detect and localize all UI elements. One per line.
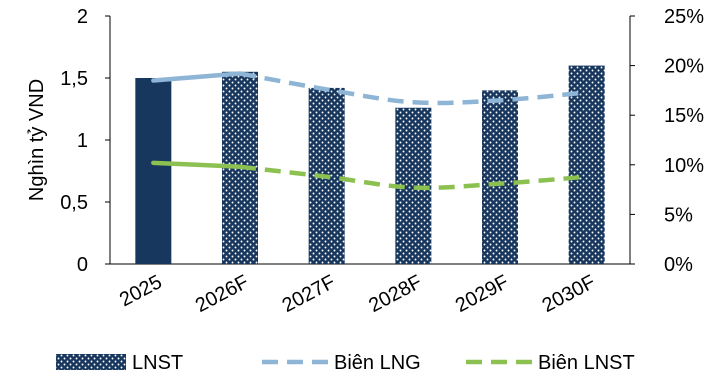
y-axis-title: Nghìn tỷ VND — [26, 79, 48, 201]
y2-tick-label: 0% — [664, 254, 693, 276]
bar-lnst-2030f — [568, 65, 605, 264]
x-tick-label: 2026F — [192, 271, 252, 317]
y-tick-label: 0 — [77, 254, 88, 276]
y2-tick-label: 15% — [664, 105, 704, 127]
legend-label-bien-lnst: Biên LNST — [538, 352, 635, 374]
y2-tick-label: 25% — [664, 6, 704, 28]
plot-area: 00,511,520%5%10%15%20%25%2025 2026F 2027F 2… — [60, 6, 704, 317]
y-tick-label: 1 — [77, 130, 88, 152]
legend-label-lnst: LNST — [132, 352, 183, 374]
legend-label-bien-lng: Biên LNG — [334, 352, 421, 374]
x-tick-label: 2028F — [365, 271, 425, 317]
line-bien-lnst-start — [151, 160, 243, 170]
legend: LNST Biên LNG Biên LNST — [56, 352, 635, 374]
y-tick-label: 0,5 — [60, 192, 88, 214]
line-bien-lnst — [239, 164, 587, 191]
line-bien-lng-start — [151, 71, 243, 83]
y-tick-label: 1,5 — [60, 68, 88, 90]
x-tick-label: 2030F — [539, 271, 599, 317]
bar-lnst-2025 — [135, 78, 172, 264]
x-tick-label: 2025 — [116, 271, 166, 311]
y2-tick-label: 10% — [664, 155, 704, 177]
y2-tick-label: 5% — [664, 204, 693, 226]
y-tick-label: 2 — [77, 6, 88, 28]
bar-lnst-2029f — [482, 90, 518, 265]
x-tick-label: 2029F — [452, 271, 512, 317]
line-bien-lng — [239, 71, 587, 106]
x-tick-label: 2027F — [279, 271, 339, 317]
y2-tick-label: 20% — [664, 56, 704, 78]
legend-swatch-lnst — [56, 354, 126, 370]
